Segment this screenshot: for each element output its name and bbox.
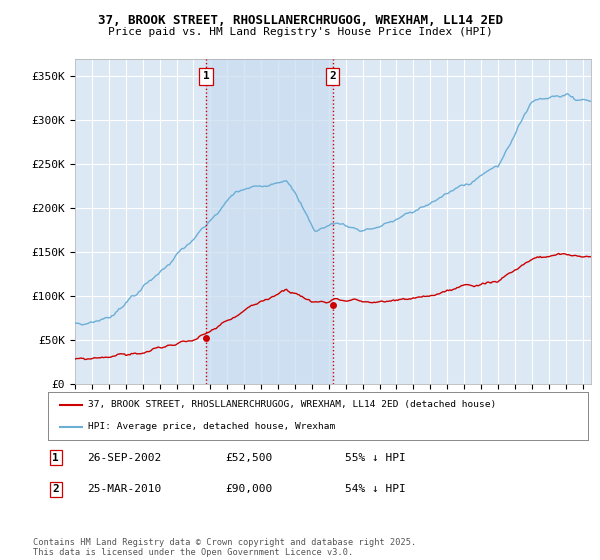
Text: 2: 2 <box>329 71 336 81</box>
Text: £90,000: £90,000 <box>225 484 272 494</box>
Text: Contains HM Land Registry data © Crown copyright and database right 2025.
This d: Contains HM Land Registry data © Crown c… <box>33 538 416 557</box>
Text: 37, BROOK STREET, RHOSLLANERCHRUGOG, WREXHAM, LL14 2ED: 37, BROOK STREET, RHOSLLANERCHRUGOG, WRE… <box>97 14 503 27</box>
Text: 55% ↓ HPI: 55% ↓ HPI <box>345 452 406 463</box>
Text: 1: 1 <box>203 71 209 81</box>
Text: 25-MAR-2010: 25-MAR-2010 <box>87 484 161 494</box>
Text: HPI: Average price, detached house, Wrexham: HPI: Average price, detached house, Wrex… <box>89 422 336 431</box>
Text: 54% ↓ HPI: 54% ↓ HPI <box>345 484 406 494</box>
Text: 37, BROOK STREET, RHOSLLANERCHRUGOG, WREXHAM, LL14 2ED (detached house): 37, BROOK STREET, RHOSLLANERCHRUGOG, WRE… <box>89 400 497 409</box>
Text: 26-SEP-2002: 26-SEP-2002 <box>87 452 161 463</box>
Text: £52,500: £52,500 <box>225 452 272 463</box>
Text: Price paid vs. HM Land Registry's House Price Index (HPI): Price paid vs. HM Land Registry's House … <box>107 27 493 37</box>
Text: 1: 1 <box>52 452 59 463</box>
Bar <box>206 59 332 384</box>
Text: 2: 2 <box>52 484 59 494</box>
